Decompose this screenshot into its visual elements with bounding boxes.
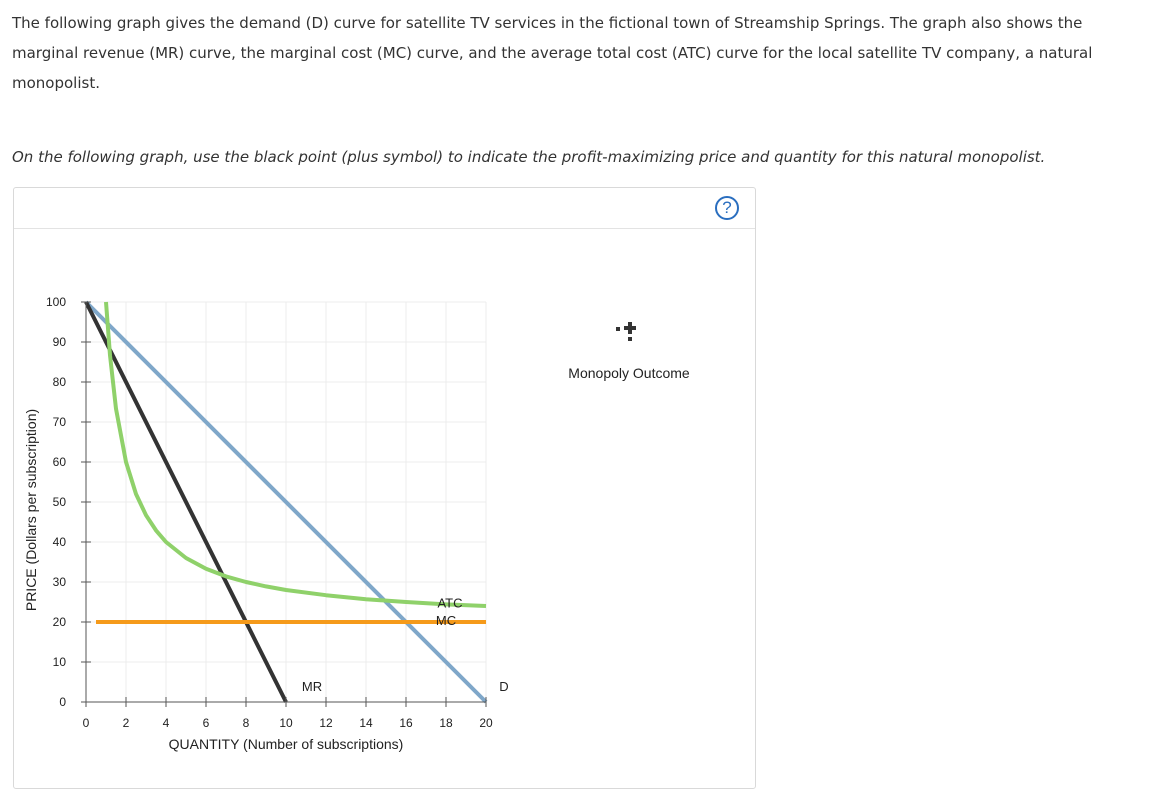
x-tick-label: 14 [359,716,373,730]
x-tick-label: 16 [399,716,413,730]
y-tick-label: 20 [53,615,67,629]
curve-atc[interactable] [104,301,487,608]
curves [84,300,488,704]
legend-dot[interactable] [616,327,620,331]
x-tick-label: 4 [163,716,170,730]
curve-label-mc: MC [436,613,456,628]
y-tick-label: 60 [53,455,67,469]
y-tick-label: 40 [53,535,67,549]
graph-panel: ? [13,187,756,789]
y-tick-label: 30 [53,575,67,589]
y-tick-label: 70 [53,415,67,429]
x-tick-label: 8 [243,716,250,730]
panel-header: ? [14,188,755,229]
y-tick-label: 10 [53,655,67,669]
axes: 0 2 4 6 8 10 12 14 16 18 20 0 10 20 30 40 50 60 70 80 90 100 Q… [23,295,493,752]
y-axis-title: PRICE (Dollars per subscription) [23,409,39,611]
chart: 0 2 4 6 8 10 12 14 16 18 20 0 10 20 30 40 50 60 70 80 90 100 Q… [23,295,690,752]
y-tick-label: 90 [53,335,67,349]
help-icon[interactable]: ? [715,196,739,220]
y-tick-label: 50 [53,495,67,509]
y-tick-label: 80 [53,375,67,389]
curve-label-d: D [499,679,508,694]
intro-text: The following graph gives the demand (D)… [12,14,1093,92]
x-tick-label: 6 [203,716,210,730]
instruction-text: On the following graph, use the black po… [12,148,1046,166]
x-tick-label: 10 [279,716,293,730]
legend-label: Monopoly Outcome [568,365,690,381]
y-tick-label: 0 [59,695,66,709]
x-tick-label: 2 [123,716,130,730]
curve-label-mr: MR [302,679,322,694]
x-tick-label: 20 [479,716,493,730]
x-tick-label: 18 [439,716,453,730]
y-tick-label: 100 [46,295,66,309]
plus-point-icon-vertical[interactable] [628,322,632,334]
curve-labels: ATC MC MR D [302,596,509,695]
x-axis-title: QUANTITY (Number of subscriptions) [169,736,404,752]
curve-label-atc: ATC [437,596,462,611]
x-tick-label: 12 [319,716,333,730]
curve-mr[interactable] [84,301,288,703]
legend[interactable]: Monopoly Outcome [568,322,690,381]
curve-d[interactable] [84,300,488,704]
legend-dot-below[interactable] [628,337,632,341]
x-tick-label: 0 [83,716,90,730]
